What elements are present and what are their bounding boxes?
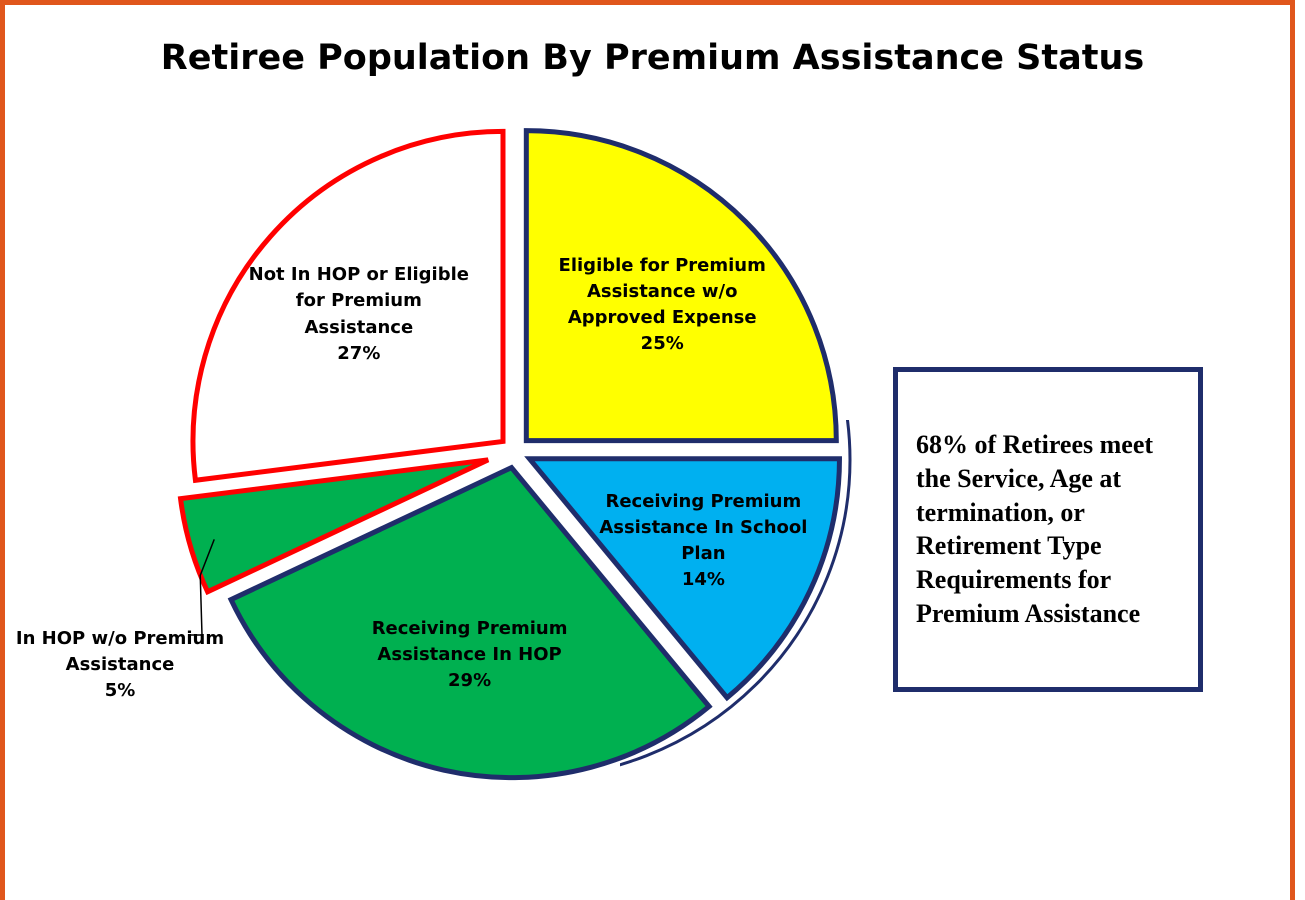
slice-category-label: Eligible for Premium Assistance w/o Appr… [558,254,766,328]
slice-value-label: 25% [640,332,684,354]
chart-title: Retiree Population By Premium Assistance… [160,38,1145,78]
slice-category-label: Receiving Premium Assistance In School P… [599,490,808,564]
pie-shadow-outline [620,420,852,767]
slice-category-label: Not In HOP or Eligible for Premium Assis… [248,264,469,338]
slice-value-label: 14% [681,568,725,590]
pie-slice [524,456,842,702]
pie-slice [190,128,506,484]
pie-slice [177,457,490,596]
pie-slice [523,128,839,444]
slice-label-group: Receiving Premium Assistance In HOP 29% [352,616,587,694]
slice-label-group: Not In HOP or Eligible for Premium Assis… [241,262,476,366]
annotation: 68% of Retirees meet the Service, Age at… [893,367,1203,692]
slice-category-label: In HOP w/o Premium Assistance [15,627,225,675]
slice-label-group: In HOP w/o Premium Assistance 5% [10,626,230,704]
slice-label-group: Receiving Premium Assistance In School P… [586,488,821,592]
slice-category-label: Receiving Premium Assistance In HOP [371,618,568,666]
slice-label-group: Eligible for Premium Assistance w/o Appr… [545,253,780,357]
pie-slice [227,464,713,781]
slice-value-label: 29% [448,670,492,692]
leader-line [190,539,215,636]
slice-value-label: 5% [104,680,136,702]
slice-value-label: 27% [337,342,381,364]
